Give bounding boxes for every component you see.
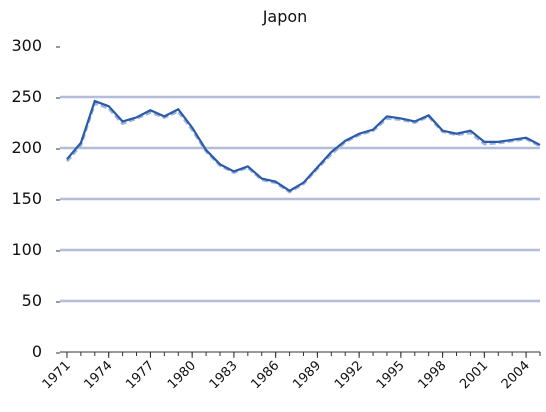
x-tick-label: 1983 [207,358,241,392]
y-tick-label: 0 [32,342,42,361]
chart-title: Japon [262,7,308,26]
x-tick-label: 2004 [499,358,533,392]
x-tick-label: 1986 [248,358,282,392]
series-line [66,99,541,193]
y-tick-label: 200 [11,138,42,157]
x-tick-label: 1977 [123,358,157,392]
y-tick-label: 100 [11,240,42,259]
x-tick-label: 1998 [415,358,449,392]
y-tick-label: 50 [22,291,42,310]
x-tick-label: 1989 [290,358,324,392]
x-tick-label: 1974 [82,358,116,392]
x-tick-label: 1971 [40,358,74,392]
x-tick-label: 2001 [457,358,491,392]
y-tick-label: 250 [11,87,42,106]
y-tick-label: 300 [11,36,42,55]
x-tick-label: 1980 [165,358,199,392]
x-tick-label: 1995 [374,358,408,392]
y-tick-label: 150 [11,189,42,208]
x-tick-label: 1992 [332,358,366,392]
